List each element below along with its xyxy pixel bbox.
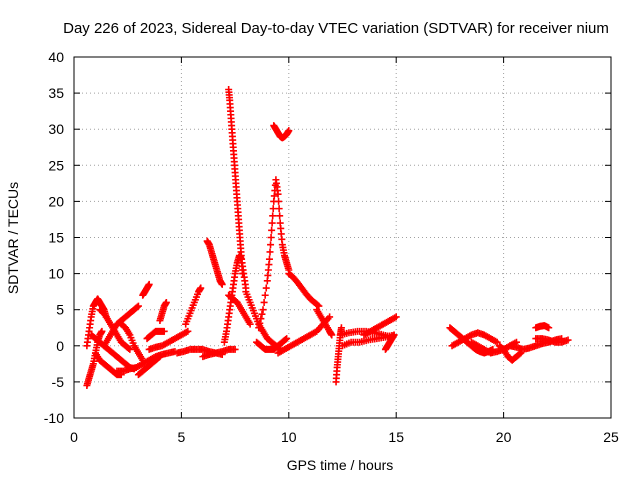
- data-point: [392, 313, 400, 321]
- data-point: [218, 280, 226, 288]
- y-tick-label: 10: [48, 266, 64, 282]
- data-point: [269, 205, 277, 213]
- series-arc-s: [225, 85, 247, 278]
- data-point: [155, 354, 163, 362]
- data-point: [545, 324, 553, 332]
- series-arc-aa: [313, 306, 336, 339]
- data-point: [265, 255, 273, 263]
- data-point: [134, 302, 142, 310]
- series-arc-v: [253, 335, 291, 353]
- y-tick-label: 20: [48, 193, 64, 209]
- series-arc-k: [143, 327, 168, 343]
- data-point: [285, 127, 293, 135]
- series-arc-y: [285, 270, 323, 310]
- y-tick-label: 15: [48, 230, 64, 246]
- y-tick-label: -10: [44, 410, 64, 426]
- series-arc-m: [156, 298, 170, 325]
- x-tick-label: 25: [603, 429, 619, 445]
- data-point: [267, 234, 275, 241]
- series-arc-j: [139, 280, 153, 299]
- data-point: [267, 241, 275, 249]
- data-point: [390, 331, 398, 339]
- x-tick-label: 0: [70, 429, 78, 445]
- data-point: [239, 270, 247, 278]
- data-point: [266, 248, 274, 256]
- y-tick-labels: -10 -5 0 5 10 15 20 25 30 35 40: [44, 49, 64, 426]
- x-tick-label: 20: [496, 429, 512, 445]
- data-point: [275, 205, 283, 213]
- x-tick-label: 5: [178, 429, 186, 445]
- series-arc-ae: [360, 313, 400, 339]
- data-point: [269, 212, 277, 220]
- data-point: [246, 320, 254, 328]
- data-point: [258, 310, 266, 318]
- series-arc-x: [270, 122, 293, 142]
- y-tick-label: 25: [48, 157, 64, 173]
- data-point: [259, 306, 267, 314]
- data-point: [268, 219, 276, 227]
- series-arc-t: [225, 291, 254, 328]
- y-tick-label: 0: [56, 338, 64, 354]
- data-point: [255, 324, 263, 332]
- x-tick-labels: 0 5 10 15 20 25: [70, 429, 619, 445]
- data-point: [184, 327, 192, 335]
- series-arc-aj: [495, 342, 525, 364]
- series-arc-g: [117, 320, 147, 364]
- data-point: [133, 303, 141, 311]
- data-point: [315, 302, 323, 310]
- data-point: [262, 284, 270, 292]
- data-point: [197, 284, 205, 292]
- data-point: [145, 280, 153, 288]
- series-arc-af: [381, 331, 398, 353]
- data-point: [337, 324, 345, 332]
- data-points: [83, 85, 572, 390]
- data-point: [160, 327, 168, 335]
- series-arc-q: [199, 345, 239, 361]
- data-point: [257, 315, 265, 323]
- data-point: [275, 197, 283, 205]
- data-point: [493, 338, 501, 346]
- data-point: [328, 331, 336, 339]
- series-arc-i: [134, 353, 164, 379]
- series-arc-l: [145, 327, 192, 353]
- series-arc-ad: [339, 331, 398, 350]
- series-arc-o: [182, 284, 205, 328]
- data-point: [283, 335, 291, 343]
- data-point: [125, 345, 133, 353]
- data-point: [274, 190, 282, 198]
- data-point: [314, 301, 322, 309]
- y-tick-label: 30: [48, 121, 64, 137]
- data-point: [231, 345, 239, 353]
- series-arc-am: [532, 335, 572, 346]
- data-point: [98, 327, 106, 335]
- data-point: [260, 298, 268, 306]
- x-tick-label: 15: [388, 429, 404, 445]
- data-point: [564, 336, 572, 344]
- x-axis-label: GPS time / hours: [287, 457, 394, 473]
- data-point: [162, 298, 170, 306]
- series-arc-b: [83, 295, 110, 350]
- data-point: [156, 353, 164, 361]
- y-tick-label: 35: [48, 85, 64, 101]
- series-arc-ah: [448, 329, 501, 350]
- y-axis-label: SDTVAR / TECUs: [5, 182, 21, 294]
- data-point: [276, 212, 284, 220]
- data-point: [126, 345, 134, 353]
- y-tick-label: 40: [48, 49, 64, 65]
- data-point: [268, 226, 276, 234]
- y-tick-label: -5: [52, 374, 65, 390]
- chart-title: Day 226 of 2023, Sidereal Day-to-day VTE…: [63, 20, 609, 37]
- data-point: [326, 313, 334, 321]
- data-point: [282, 335, 290, 343]
- data-point: [261, 291, 269, 299]
- series-arc-w: [255, 176, 293, 332]
- series-arc-p: [203, 237, 226, 288]
- x-tick-label: 10: [281, 429, 297, 445]
- plot-frame: [73, 56, 612, 419]
- series-arc-al: [532, 322, 553, 332]
- y-tick-label: 5: [56, 302, 64, 318]
- data-point: [256, 319, 264, 327]
